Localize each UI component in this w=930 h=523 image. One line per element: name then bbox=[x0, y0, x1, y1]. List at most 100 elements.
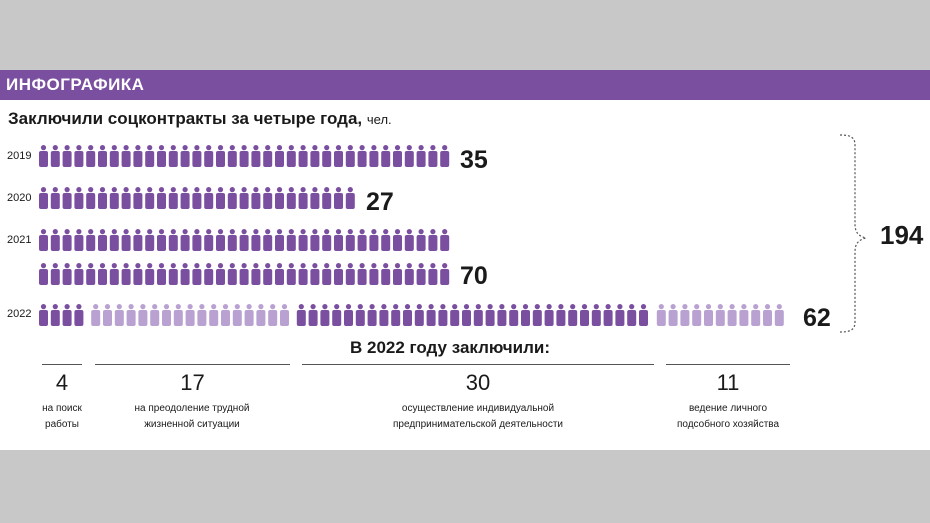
person-icon bbox=[334, 263, 343, 285]
breakdown-rule-job-search bbox=[42, 364, 82, 365]
person-icon bbox=[227, 187, 237, 209]
person-icon bbox=[440, 145, 450, 167]
person-icon bbox=[275, 263, 284, 285]
person-icon bbox=[263, 187, 273, 209]
person-icon bbox=[268, 304, 278, 326]
person-icon bbox=[121, 145, 131, 167]
person-icon bbox=[426, 304, 436, 326]
person-icon bbox=[162, 304, 171, 326]
person-icon bbox=[403, 304, 412, 326]
person-icon bbox=[168, 145, 178, 167]
person-icon bbox=[275, 145, 284, 167]
person-icon bbox=[404, 145, 414, 167]
person-icon bbox=[74, 263, 84, 285]
person-icon bbox=[216, 263, 225, 285]
breakdown-value-hardship: 17 bbox=[180, 370, 205, 395]
breakdown-value-job-search: 4 bbox=[55, 370, 69, 395]
person-icon bbox=[615, 304, 625, 326]
person-icon bbox=[416, 145, 426, 167]
person-icon bbox=[62, 145, 72, 167]
person-icon bbox=[157, 263, 166, 285]
person-icon bbox=[404, 229, 414, 251]
person-icon bbox=[39, 263, 48, 285]
person-icon bbox=[603, 304, 613, 326]
person-icon bbox=[91, 304, 101, 326]
breakdown-rule-hardship bbox=[95, 364, 290, 365]
chart-title: Заключили соцконтракты за четыре года, ч… bbox=[8, 109, 392, 129]
person-icon bbox=[109, 229, 119, 251]
person-icon bbox=[286, 263, 296, 285]
person-icon bbox=[692, 304, 702, 326]
person-icon bbox=[86, 263, 96, 285]
breakdown-label-job-search: на поиск работы bbox=[22, 401, 102, 433]
value-label-2022: 62 bbox=[803, 304, 831, 332]
person-icon bbox=[157, 229, 166, 251]
person-icon bbox=[121, 229, 131, 251]
person-icon bbox=[244, 304, 254, 326]
person-icon bbox=[381, 229, 391, 251]
person-icon bbox=[239, 229, 249, 251]
person-icon bbox=[334, 187, 343, 209]
person-icon bbox=[263, 229, 273, 251]
total-brace-icon bbox=[839, 134, 867, 333]
person-icon bbox=[656, 304, 666, 326]
person-icon bbox=[204, 229, 214, 251]
value-label-2019: 35 bbox=[460, 146, 488, 174]
person-icon bbox=[521, 304, 530, 326]
person-icon bbox=[404, 263, 414, 285]
person-icon bbox=[239, 187, 249, 209]
person-icon bbox=[86, 187, 96, 209]
person-icon bbox=[145, 263, 155, 285]
person-icon bbox=[532, 304, 542, 326]
person-icon bbox=[322, 229, 332, 251]
person-icon bbox=[39, 304, 48, 326]
person-icon bbox=[310, 187, 320, 209]
person-icon bbox=[192, 145, 202, 167]
person-icon bbox=[322, 145, 332, 167]
person-icon bbox=[133, 187, 143, 209]
person-icon bbox=[345, 145, 355, 167]
person-icon bbox=[109, 145, 119, 167]
person-icon bbox=[345, 187, 355, 209]
person-icon bbox=[62, 229, 72, 251]
person-icon bbox=[310, 145, 320, 167]
person-icon bbox=[280, 304, 289, 326]
person-icon bbox=[227, 229, 237, 251]
person-icon bbox=[145, 187, 155, 209]
person-icon bbox=[145, 145, 155, 167]
breakdown-label-entrepreneurship: осуществление индивидуальной предпринима… bbox=[368, 401, 588, 433]
total-label: 194 bbox=[880, 220, 924, 250]
person-icon bbox=[150, 304, 160, 326]
person-icon bbox=[345, 229, 355, 251]
breakdown-label-line: на преодоление трудной bbox=[134, 403, 250, 414]
person-icon bbox=[308, 304, 318, 326]
person-icon bbox=[367, 304, 377, 326]
person-icon bbox=[251, 187, 261, 209]
person-icon bbox=[192, 263, 202, 285]
person-icon bbox=[209, 304, 219, 326]
person-icon bbox=[157, 187, 166, 209]
person-icon bbox=[180, 187, 190, 209]
person-icon bbox=[251, 229, 261, 251]
person-icon bbox=[345, 263, 355, 285]
infographic-card: ИНФОГРАФИКА Заключили соцконтракты за че… bbox=[0, 70, 930, 450]
person-icon bbox=[221, 304, 230, 326]
person-icon bbox=[39, 145, 48, 167]
person-icon bbox=[180, 229, 190, 251]
person-icon bbox=[310, 263, 320, 285]
breakdown-label-line: осуществление индивидуальной bbox=[401, 403, 555, 414]
person-icon bbox=[369, 145, 379, 167]
person-icon bbox=[286, 229, 296, 251]
person-icon bbox=[216, 229, 225, 251]
breakdown-rule-household bbox=[666, 364, 790, 365]
person-icon bbox=[275, 187, 284, 209]
person-icon bbox=[440, 263, 450, 285]
person-icon bbox=[50, 187, 60, 209]
person-icon bbox=[763, 304, 772, 326]
person-icon bbox=[50, 263, 60, 285]
person-icon bbox=[98, 187, 107, 209]
person-icon bbox=[322, 187, 332, 209]
year-label-2019: 2019 bbox=[7, 150, 32, 162]
